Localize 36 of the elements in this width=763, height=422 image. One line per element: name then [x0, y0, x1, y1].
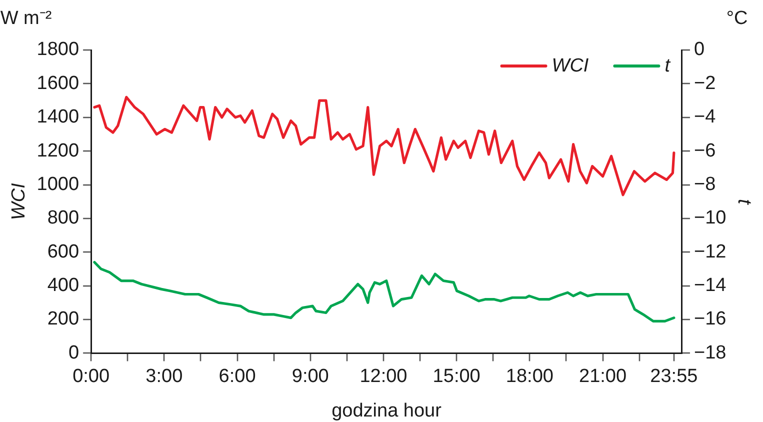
y-tick-label: 400: [47, 275, 80, 296]
y-tick-label: 200: [47, 308, 80, 330]
x-axis-title: godzina hour: [332, 400, 442, 422]
y2-tick-label: 0: [694, 39, 705, 60]
x-tick-label: 6:00: [218, 366, 256, 387]
y2-tick-label: −18: [694, 342, 726, 364]
y-tick-label: 1000: [36, 174, 80, 195]
y-tick-label: 1200: [36, 140, 80, 162]
y2-tick-label: −14: [694, 275, 727, 296]
x-tick-label: 9:00: [292, 366, 329, 387]
y-tick-label: 0: [68, 342, 80, 364]
y2-tick-label: −12: [694, 241, 726, 262]
y2-tick-label: −16: [694, 308, 726, 330]
x-tick-label: 15:00: [432, 366, 480, 387]
legend-label: t: [664, 55, 671, 76]
x-tick-label: 18:00: [506, 366, 554, 387]
x-tick-label: 0:00: [72, 366, 110, 387]
y2-axis-title: t: [733, 198, 754, 205]
y2-tick-label: −8: [694, 174, 716, 195]
y2-tick-label: −6: [694, 140, 716, 162]
text: °C: [726, 8, 748, 29]
legend-label: WCI: [552, 55, 590, 76]
y-axis-title: WCI: [8, 182, 30, 220]
y-tick-label: 1600: [36, 72, 80, 94]
y2-tick-label: −2: [694, 72, 716, 94]
y2-tick-label: −10: [694, 208, 726, 229]
y-tick-label: 1400: [36, 106, 80, 128]
x-tick-label: 12:00: [360, 366, 408, 387]
x-tick-label: 21:00: [579, 366, 627, 387]
x-tick-label: 3:00: [146, 366, 183, 387]
y-tick-label: 800: [47, 208, 80, 229]
y-tick-label: 1800: [36, 39, 80, 60]
y-tick-label: 600: [47, 241, 80, 262]
x-tick-label: 23:55: [650, 366, 698, 387]
text: W m⁻²: [0, 8, 52, 29]
y2-tick-label: −4: [694, 106, 716, 128]
